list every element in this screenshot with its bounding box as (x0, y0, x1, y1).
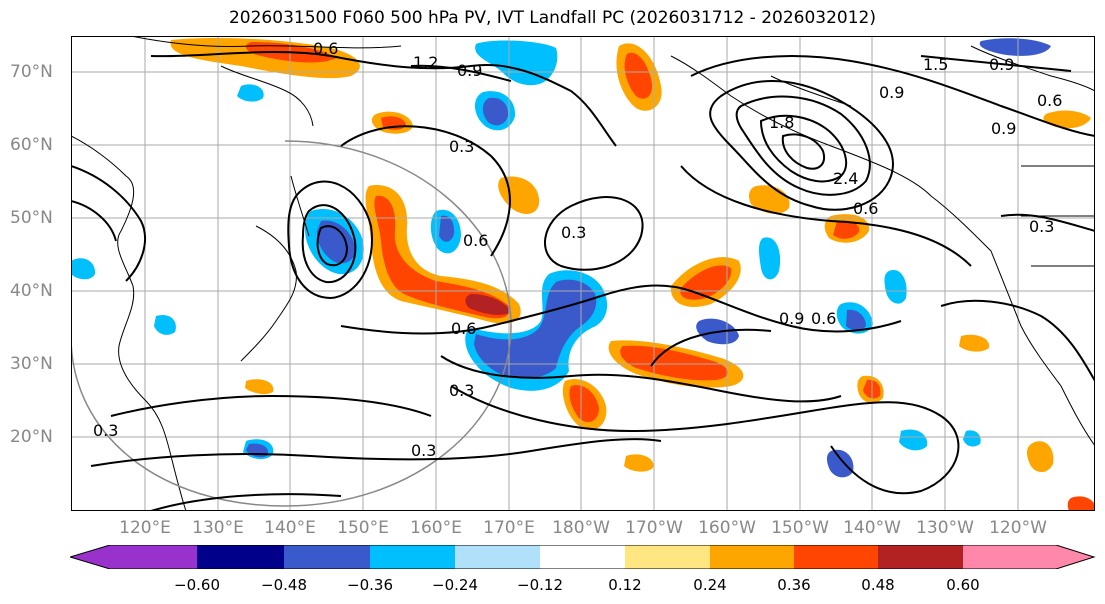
lon-label-130e: 130°E (192, 518, 244, 538)
lat-label-40n: 40°N (10, 281, 53, 301)
colorbar-tick: 0.24 (693, 576, 727, 594)
pv-anomaly-small-13 (1026, 441, 1054, 473)
contour-label: 0.6 (463, 231, 488, 250)
contour-label: 0.6 (451, 319, 476, 338)
colorbar-segment (794, 545, 878, 569)
contour-label: 2.4 (833, 169, 858, 188)
lon-label-150e: 150°E (337, 518, 389, 538)
contour-label: 0.6 (853, 199, 878, 218)
lat-label-60n: 60°N (10, 135, 53, 155)
colorbar-tick: 0.60 (946, 576, 980, 594)
colorbar-tick: −0.12 (517, 576, 563, 594)
range-ring (71, 140, 512, 507)
pv-anomaly-japan-red (374, 195, 510, 319)
map-title: 2026031500 F060 500 hPa PV, IVT Landfall… (228, 8, 876, 28)
map-frame (71, 36, 1095, 511)
pv-anomaly-small-14 (979, 38, 1051, 56)
colorbar-tick: −0.48 (261, 576, 307, 594)
lon-label-120w: 120°W (989, 518, 1047, 538)
contour-label: 0.9 (457, 61, 482, 80)
map-panel: 0.6 1.2 0.9 1.5 0.9 0.6 0.9 1.8 2.4 0.3 … (71, 36, 1095, 511)
colorbar-outline (70, 545, 1096, 569)
pv-anomaly-small-2-blue (439, 215, 455, 242)
pv-anomaly-small-23 (963, 430, 981, 447)
colorbar-segment (963, 545, 1094, 569)
contour-label: 0.6 (1037, 91, 1062, 110)
lat-label-70n: 70°N (10, 62, 53, 82)
contour-label: 0.3 (449, 137, 474, 156)
colorbar-tick: 0.36 (777, 576, 811, 594)
contour-label: 0.6 (811, 309, 836, 328)
colorbar-segment (878, 545, 963, 569)
pv-anomaly-small-4-red (569, 385, 599, 423)
contour-label: 1.2 (413, 53, 438, 72)
contour-label: 0.9 (989, 55, 1014, 74)
colorbar-segment (455, 545, 540, 569)
contour-label: 0.9 (991, 119, 1016, 138)
pv-anomaly-small-10 (884, 270, 907, 304)
pv-anomaly-small-12 (826, 449, 854, 478)
contour-labels: 0.6 1.2 0.9 1.5 0.9 0.6 0.9 1.8 2.4 0.3 … (93, 39, 1062, 460)
colorbar-tick: 0.48 (861, 576, 895, 594)
ivt-contours (71, 50, 1095, 511)
contour-label: 0.3 (561, 223, 586, 242)
lat-label-20n: 20°N (10, 427, 53, 447)
colorbar-tick: −0.36 (347, 576, 393, 594)
colorbar (70, 545, 1096, 569)
map-canvas: 0.6 1.2 0.9 1.5 0.9 0.6 0.9 1.8 2.4 0.3 … (71, 36, 1095, 511)
colorbar-segment (70, 545, 197, 569)
contour-label: 0.9 (779, 309, 804, 328)
pv-anomaly-small-6-red (833, 220, 860, 239)
pv-anomaly-small-29 (245, 379, 274, 395)
lon-label-160w: 160°W (698, 518, 756, 538)
colorbar-segment (284, 545, 370, 569)
pv-anomaly-small-8-blue (846, 309, 866, 331)
pv-anomaly-topmid-cyan (475, 40, 558, 86)
pv-anomaly-small-15 (1043, 110, 1091, 129)
pv-anomaly-mid-blue (482, 97, 509, 126)
pv-anomaly-japan-darkred (465, 294, 511, 315)
lon-label-150w: 150°W (771, 518, 829, 538)
lon-label-180w: 180°W (552, 518, 610, 538)
pv-anomaly-small-22 (899, 429, 928, 451)
colorbar-segment (540, 545, 625, 569)
lon-label-170e: 170°E (483, 518, 535, 538)
lat-label-30n: 30°N (10, 354, 53, 374)
contour-label: 1.8 (769, 113, 794, 132)
pv-anomaly-170w-red (624, 52, 653, 99)
colorbar-segment (710, 545, 794, 569)
pv-anomaly-small-24 (1067, 496, 1095, 511)
pv-anomaly-small-27 (154, 314, 176, 335)
lon-label-130w: 130°W (916, 518, 974, 538)
contour-label: 0.3 (411, 441, 436, 460)
lon-label-120e: 120°E (119, 518, 171, 538)
contour-label: 1.5 (923, 55, 948, 74)
colorbar-segment (625, 545, 710, 569)
pv-anomaly-small-18 (237, 84, 264, 102)
contour-label: 0.9 (879, 83, 904, 102)
contour-label: 0.3 (1029, 217, 1054, 236)
colorbar-tick: −0.60 (174, 576, 220, 594)
lat-label-50n: 50°N (10, 208, 53, 228)
pv-anomaly-dateline-red (620, 345, 729, 381)
colorbar-tick: 0.12 (608, 576, 642, 594)
pv-anomaly-small-9 (759, 237, 781, 280)
colorbar-segment (370, 545, 455, 569)
colorbar-segment (197, 545, 284, 569)
colorbar-tick: −0.24 (432, 576, 478, 594)
lon-label-170w: 170°W (625, 518, 683, 538)
pv-anomaly-small-21 (624, 454, 654, 472)
lon-label-160e: 160°E (410, 518, 462, 538)
contour-label: 0.6 (313, 39, 338, 58)
pv-anomaly-central-blue (474, 279, 597, 379)
pv-anomaly-small-17 (71, 258, 96, 280)
pv-anomaly-small-16 (959, 334, 990, 352)
lon-label-140e: 140°E (264, 518, 316, 538)
lon-label-140w: 140°W (843, 518, 901, 538)
contour-label: 0.3 (449, 381, 474, 400)
contour-label: 0.3 (93, 421, 118, 440)
graticule (71, 36, 1095, 511)
